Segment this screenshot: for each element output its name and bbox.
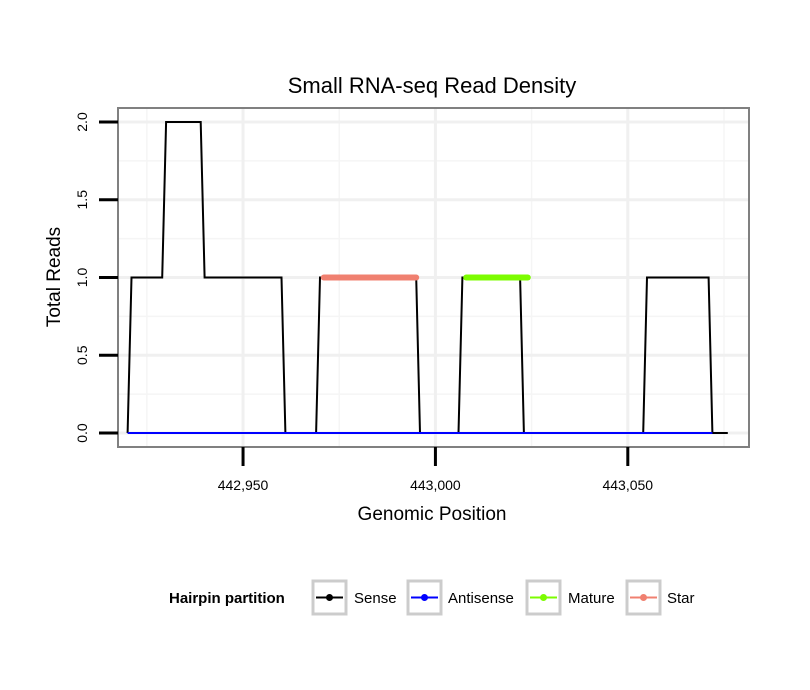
chart-title: Small RNA-seq Read Density: [288, 73, 577, 98]
legend-key-dot: [421, 594, 428, 601]
y-tick-label: 0.0: [74, 423, 90, 443]
x-axis: 442,950 443,000 443,050: [218, 447, 653, 493]
legend-label: Star: [667, 590, 695, 607]
legend-item-star: Star: [625, 579, 695, 616]
x-tick-label: 443,000: [410, 477, 461, 493]
legend-key-dot: [640, 594, 647, 601]
legend-title: Hairpin partition: [169, 590, 285, 607]
legend-item-antisense: Antisense: [406, 579, 514, 616]
x-tick-label: 442,950: [218, 477, 269, 493]
legend-label: Sense: [354, 590, 397, 607]
y-tick-label: 1.5: [74, 190, 90, 210]
x-axis-label: Genomic Position: [358, 504, 507, 525]
legend-label: Antisense: [448, 590, 514, 607]
y-axis: 0.0 0.5 1.0 1.5 2.0: [74, 112, 118, 443]
legend-key-box: [525, 579, 562, 616]
series-layer: [126, 121, 728, 434]
y-tick-label: 0.5: [74, 345, 90, 365]
legend: Hairpin partition Sense Antisense Mature St…: [169, 579, 695, 616]
legend-item-mature: Mature: [525, 579, 615, 616]
legend-key-dot: [540, 594, 547, 601]
legend-label: Mature: [568, 590, 615, 607]
x-tick-label: 443,050: [602, 477, 653, 493]
y-tick-label: 2.0: [74, 112, 90, 132]
y-tick-label: 1.0: [74, 268, 90, 288]
legend-key-dot: [326, 594, 333, 601]
legend-item-sense: Sense: [311, 579, 397, 616]
y-axis-label: Total Reads: [44, 227, 65, 327]
